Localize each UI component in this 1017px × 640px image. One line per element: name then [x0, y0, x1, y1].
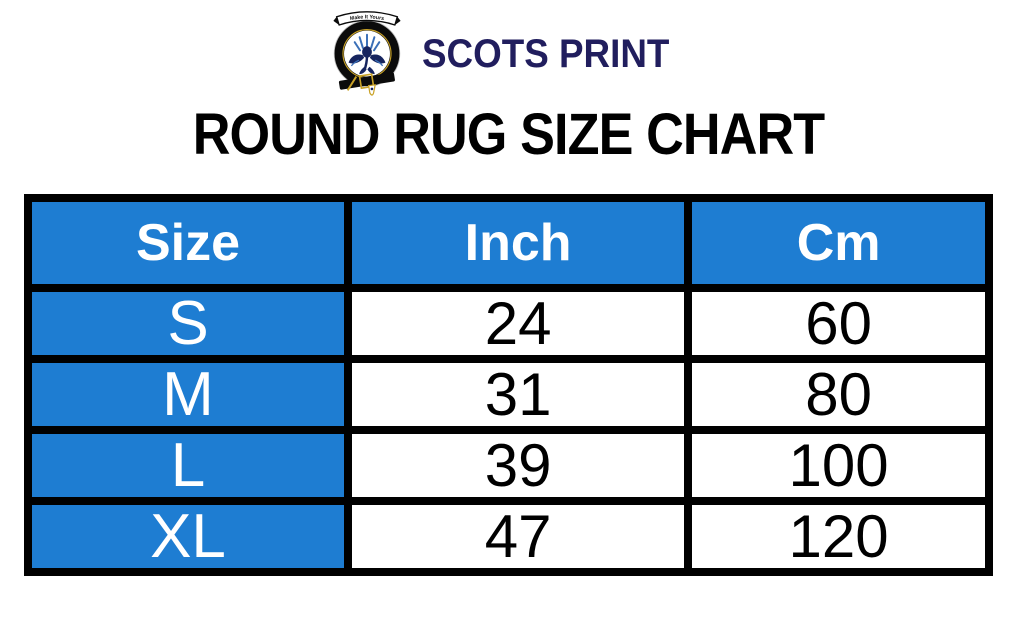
cm-cell: 100	[684, 426, 993, 505]
size-cell: L	[24, 426, 352, 505]
inch-cell: 31	[343, 355, 693, 434]
inch-cell: 39	[343, 426, 693, 505]
inch-cell: 47	[343, 497, 693, 576]
crest-motto-banner: Make It Yours	[333, 11, 401, 26]
crest-motto-text: Make It Yours	[350, 14, 385, 22]
header-row: Size Inch Cm	[24, 194, 993, 292]
brand-name: SCOTS PRINT	[422, 32, 670, 76]
svg-text:Make It Yours: Make It Yours	[350, 14, 385, 22]
thistle-icon	[348, 33, 386, 75]
thistle-crest-icon: Make It Yours	[333, 11, 401, 96]
size-cell: M	[24, 355, 352, 434]
table-row: M 31 80	[24, 355, 993, 434]
column-header-inch: Inch	[343, 194, 693, 292]
crest-buckle-icon	[338, 72, 395, 96]
brand-logo: Make It Yours SCOTS PRINT	[0, 0, 1017, 96]
size-cell: S	[24, 284, 352, 363]
size-cell: XL	[24, 497, 352, 576]
column-header-size: Size	[24, 194, 352, 292]
column-header-cm: Cm	[684, 194, 993, 292]
inch-cell: 24	[343, 284, 693, 363]
cm-cell: 80	[684, 355, 993, 434]
table-row: XL 47 120	[24, 497, 993, 576]
table-row: L 39 100	[24, 426, 993, 505]
table-row: S 24 60	[24, 284, 993, 363]
cm-cell: 120	[684, 497, 993, 576]
page-title: ROUND RUG SIZE CHART	[192, 102, 826, 167]
cm-cell: 60	[684, 284, 993, 363]
size-chart-table: Size Inch Cm S 24 60 M 31 80 L 39 100 XL…	[24, 194, 993, 576]
